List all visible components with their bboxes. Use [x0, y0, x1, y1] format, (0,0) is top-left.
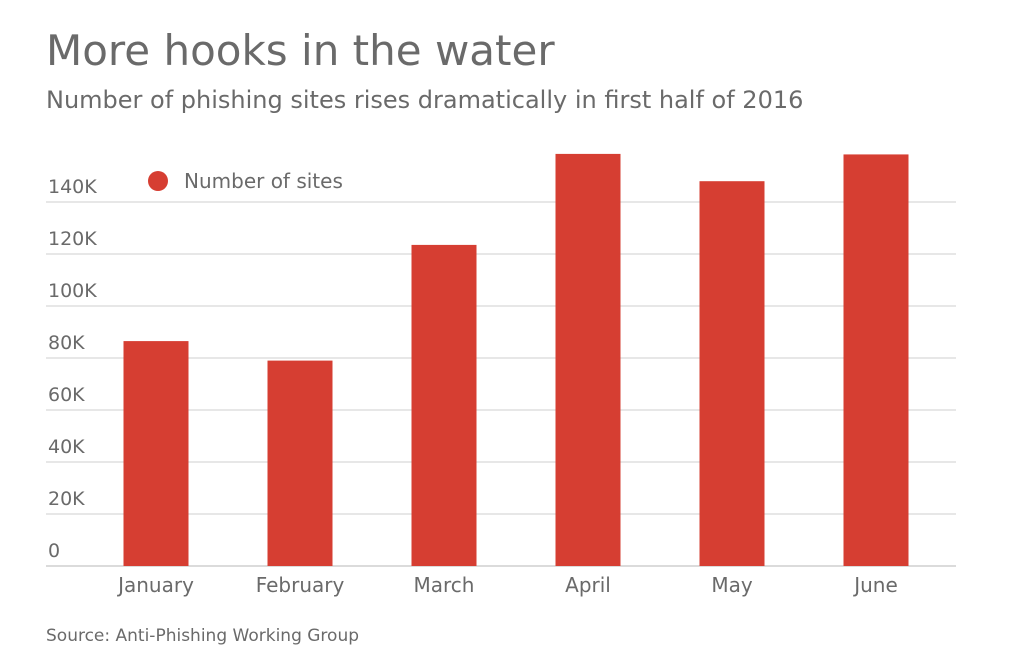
y-tick-label: 120K [48, 228, 97, 250]
bar-march [411, 244, 477, 566]
bar-june [843, 154, 909, 567]
legend-entry-number-of-sites: Number of sites [184, 169, 343, 193]
chart-title: More hooks in the water [46, 26, 555, 75]
source-note: Source: Anti-Phishing Working Group [46, 626, 360, 646]
y-tick-label: 140K [48, 176, 97, 198]
y-tick-label: 40K [48, 436, 85, 458]
x-category-label: May [711, 573, 753, 597]
bar-may [699, 181, 765, 566]
legend-marker [148, 171, 168, 191]
bars [123, 153, 909, 567]
y-axis-tick-labels: 0 20K 40K 60K 80K 100K 120K 140K [48, 176, 97, 562]
x-category-label: January [116, 573, 194, 597]
bar-february [267, 360, 333, 566]
y-tick-label: 0 [48, 540, 60, 562]
y-tick-label: 20K [48, 488, 85, 510]
x-category-label: February [256, 573, 345, 597]
y-tick-label: 60K [48, 384, 85, 406]
chart-subtitle: Number of phishing sites rises dramatica… [46, 86, 804, 114]
y-tick-label: 80K [48, 332, 85, 354]
bar-april [555, 153, 621, 566]
bar-january [123, 341, 189, 566]
legend: Number of sites [148, 169, 343, 193]
x-category-label: March [414, 573, 475, 597]
x-category-label: April [565, 573, 611, 597]
x-category-label: June [852, 573, 898, 597]
gridlines [46, 201, 956, 567]
x-axis-category-labels: January February March April May June [116, 573, 898, 597]
y-tick-label: 100K [48, 280, 97, 302]
